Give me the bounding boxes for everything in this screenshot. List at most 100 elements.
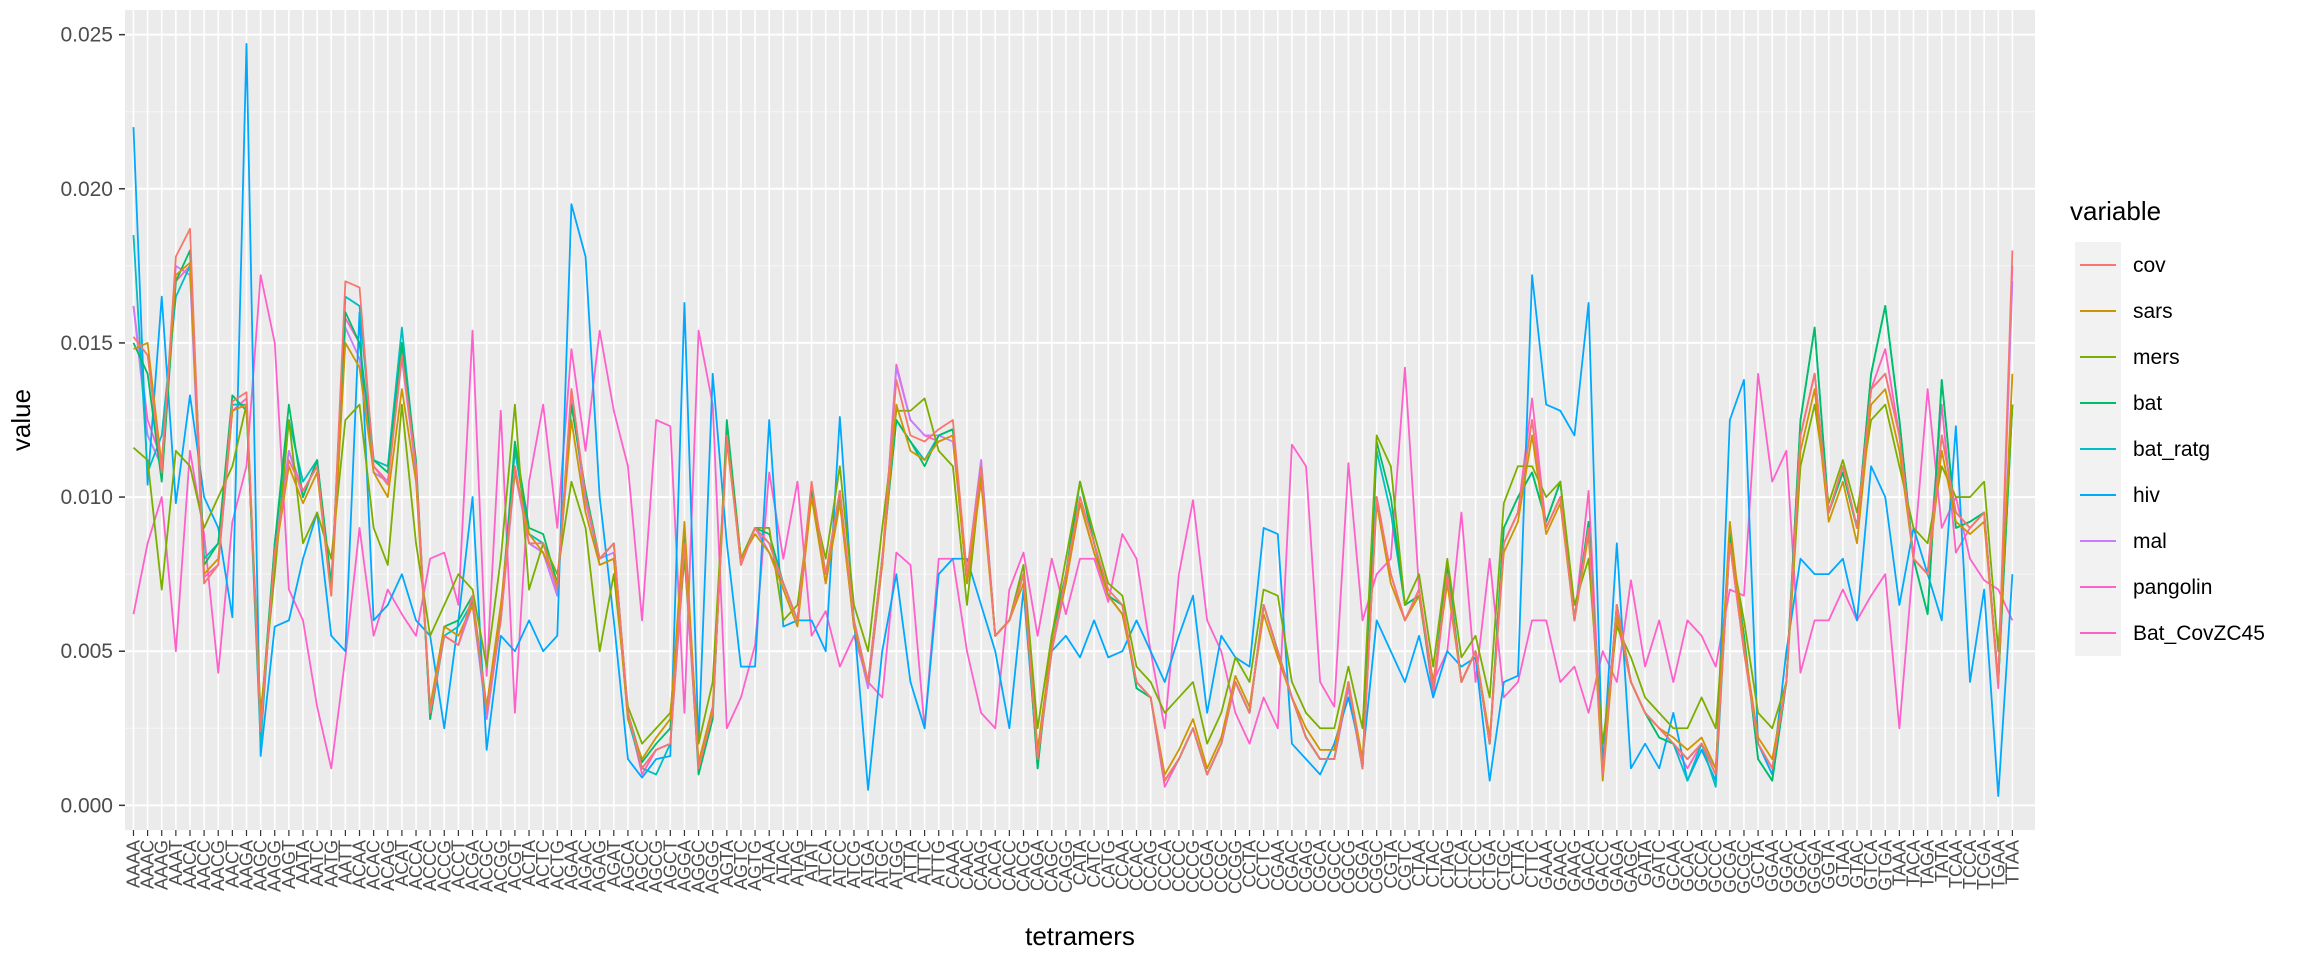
x-tick-label: AAGA bbox=[236, 840, 256, 890]
x-tick-label: CATG bbox=[1098, 840, 1118, 889]
legend-label: mers bbox=[2133, 346, 2180, 369]
x-tick-label: CTAC bbox=[1423, 840, 1443, 888]
x-tick-label: AAAG bbox=[152, 840, 172, 890]
x-tick-label: CGTA bbox=[1381, 840, 1401, 889]
x-tick-label: AGAG bbox=[590, 840, 610, 892]
x-tick-label: GACA bbox=[1579, 840, 1599, 891]
x-tick-label: ATCC bbox=[830, 840, 850, 888]
x-tick-label: GAGA bbox=[1607, 840, 1627, 892]
x-tick-label: ACCA bbox=[406, 840, 426, 890]
legend-label: cov bbox=[2133, 254, 2166, 277]
x-tick-label: GAGC bbox=[1621, 840, 1641, 893]
x-tick-label: AGGG bbox=[703, 840, 723, 894]
x-tick-label: CCCA bbox=[1155, 840, 1175, 891]
x-tick-label: ACAG bbox=[378, 840, 398, 891]
x-tick-label: GTCA bbox=[1861, 840, 1881, 890]
x-tick-label: ACCG bbox=[434, 840, 454, 892]
x-tick-label: TACA bbox=[1904, 840, 1924, 887]
y-tick-label: 0.025 bbox=[60, 24, 113, 47]
x-tick-label: GCAA bbox=[1663, 840, 1683, 891]
x-tick-label: ATTC bbox=[915, 840, 935, 886]
x-tick-label: CACG bbox=[1013, 840, 1033, 892]
y-tick-label: 0.010 bbox=[60, 486, 113, 509]
legend-label: bat bbox=[2133, 392, 2162, 415]
series-lines bbox=[132, 43, 2014, 797]
x-tick-label: CTCC bbox=[1466, 840, 1486, 890]
x-tick-label: AGTC bbox=[731, 840, 751, 890]
series-line-mers bbox=[132, 397, 2014, 745]
x-tick-label: TATA bbox=[1932, 840, 1952, 882]
x-tick-label: CCCC bbox=[1169, 840, 1189, 892]
x-tick-label: AGCG bbox=[646, 840, 666, 893]
x-tick-label: CACC bbox=[999, 840, 1019, 891]
x-tick-label: CAAA bbox=[943, 840, 963, 889]
x-tick-label: AGTA bbox=[717, 840, 737, 888]
x-tick-label: AGCT bbox=[660, 840, 680, 890]
x-tick-label: GGAA bbox=[1762, 840, 1782, 892]
x-tick-label: AACC bbox=[194, 840, 214, 890]
x-tick-label: CGAC bbox=[1282, 840, 1302, 892]
x-tick-label: AATC bbox=[307, 840, 327, 887]
x-tick-label: ACGT bbox=[505, 840, 525, 890]
x-tick-label: GCAC bbox=[1677, 840, 1697, 892]
x-tick-label: CGAA bbox=[1268, 840, 1288, 891]
x-tick-label: GAAC bbox=[1550, 840, 1570, 891]
x-tick-label: ATTG bbox=[929, 840, 949, 887]
x-tick-label: GCCC bbox=[1706, 840, 1726, 893]
x-tick-label: AGGC bbox=[689, 840, 709, 893]
x-tick-label: AATG bbox=[321, 840, 341, 888]
x-tick-label: AAGT bbox=[279, 840, 299, 889]
x-tick-label: TAGA bbox=[1918, 840, 1938, 888]
x-tick-label: CCAC bbox=[1127, 840, 1147, 891]
x-tick-label: TCGA bbox=[1974, 840, 1994, 890]
x-axis: AAAAAAACAAAGAAATAACAAACCAACGAACTAAGAAAGC… bbox=[123, 830, 2022, 894]
x-tick-label: CTCA bbox=[1451, 840, 1471, 889]
x-tick-label: CTTA bbox=[1508, 840, 1528, 886]
x-tick-label: AAGG bbox=[265, 840, 285, 892]
x-tick-label: CATA bbox=[1070, 840, 1090, 885]
x-tick-label: ATAG bbox=[787, 840, 807, 886]
x-tick-label: ACGC bbox=[477, 840, 497, 892]
x-tick-label: ATCA bbox=[816, 840, 836, 887]
legend-label: pangolin bbox=[2133, 576, 2212, 599]
legend-label: Bat_CovZC45 bbox=[2133, 622, 2265, 645]
x-tick-label: CAAC bbox=[957, 840, 977, 890]
series-line-sars bbox=[133, 261, 2014, 782]
x-tick-label: CTGA bbox=[1480, 840, 1500, 890]
x-tick-label: CGCA bbox=[1310, 840, 1330, 892]
x-tick-label: GTAC bbox=[1847, 840, 1867, 889]
series-line-pangolin bbox=[132, 274, 2014, 770]
x-tick-label: CCGG bbox=[1225, 840, 1245, 894]
y-tick-label: 0.000 bbox=[60, 794, 113, 817]
x-tick-label: GCCA bbox=[1692, 840, 1712, 892]
x-tick-label: CGCC bbox=[1324, 840, 1344, 893]
x-tick-label: GTGA bbox=[1875, 840, 1895, 891]
x-tick-label: GGCA bbox=[1790, 840, 1810, 893]
x-tick-label: AGAT bbox=[604, 840, 624, 888]
x-tick-label: ACAT bbox=[392, 840, 412, 887]
x-tick-label: GCGA bbox=[1720, 840, 1740, 893]
legend-label: mal bbox=[2133, 530, 2167, 553]
x-tick-label: GAAG bbox=[1564, 840, 1584, 892]
x-tick-label: ATAT bbox=[802, 840, 822, 882]
y-tick-label: 0.005 bbox=[60, 640, 113, 663]
x-tick-label: CCCG bbox=[1183, 840, 1203, 893]
x-tick-label: AGAC bbox=[576, 840, 596, 891]
x-tick-label: CAGA bbox=[1028, 840, 1048, 891]
x-tick-label: CTAA bbox=[1409, 840, 1429, 887]
x-tick-label: TCAA bbox=[1946, 840, 1966, 888]
x-tick-label: TTAA bbox=[2002, 840, 2022, 885]
x-tick-label: ACAA bbox=[350, 840, 370, 889]
x-tick-label: ATGG bbox=[886, 840, 906, 890]
x-tick-label: GTAA bbox=[1833, 840, 1853, 888]
x-tick-label: AGCA bbox=[618, 840, 638, 891]
x-tick-label: AACG bbox=[208, 840, 228, 891]
x-tick-label: CGCG bbox=[1338, 840, 1358, 894]
x-tick-label: AATA bbox=[293, 840, 313, 884]
x-tick-label: ACTC bbox=[533, 840, 553, 889]
y-tick-label: 0.020 bbox=[60, 178, 113, 201]
x-tick-label: ACGG bbox=[491, 840, 511, 893]
x-tick-label: CCAG bbox=[1141, 840, 1161, 892]
legend-label: hiv bbox=[2133, 484, 2160, 507]
x-tick-label: CACA bbox=[985, 840, 1005, 890]
